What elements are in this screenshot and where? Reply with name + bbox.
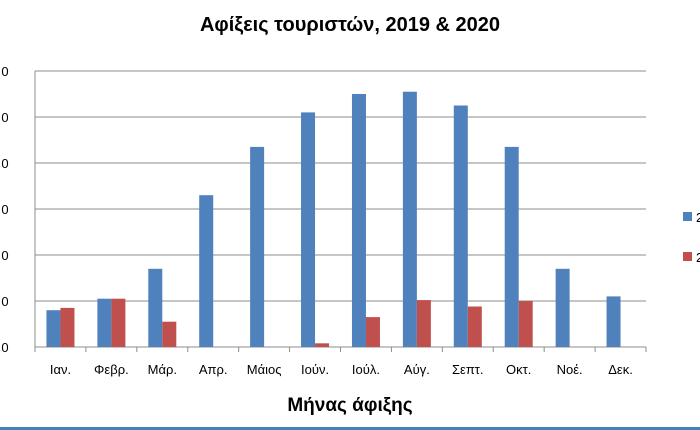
chart-title: Αφίξεις τουριστών, 2019 & 2020 — [199, 14, 501, 36]
x-tick-label: Απρ. — [199, 362, 228, 377]
bar — [402, 91, 417, 347]
y-tick-label: 0 — [1, 294, 8, 309]
bar — [504, 146, 519, 347]
x-tick-label: Φεβρ. — [94, 362, 129, 377]
bar — [60, 307, 75, 347]
bar — [467, 306, 482, 347]
bar — [111, 298, 126, 347]
bar — [365, 317, 380, 347]
legend-swatch — [683, 252, 692, 261]
x-tick-label: Ιούν. — [301, 362, 329, 377]
x-tick-label: Μάιος — [247, 362, 282, 377]
x-tick-label: Αύγ. — [404, 362, 430, 377]
legend-label: 2 — [696, 250, 700, 265]
bar — [199, 195, 214, 347]
x-axis-title: Μήνας άφιξης — [287, 395, 413, 416]
x-tick-label: Ιαν. — [50, 362, 71, 377]
legend-swatch — [683, 212, 692, 221]
bar — [453, 105, 468, 347]
y-tick-label: 0 — [1, 248, 8, 263]
bar — [555, 268, 570, 347]
bar — [148, 268, 163, 347]
y-tick-label: 0 — [1, 64, 8, 79]
y-tick-label: 0 — [1, 110, 8, 125]
bar — [46, 310, 61, 347]
bar — [301, 112, 316, 348]
x-tick-label: Νοέ. — [557, 362, 583, 377]
bottom-border — [0, 427, 700, 430]
y-tick-label: 0 — [1, 340, 8, 355]
y-tick-label: 0 — [1, 202, 8, 217]
x-tick-label: Δεκ. — [608, 362, 633, 377]
bar — [518, 301, 533, 347]
bar — [162, 321, 177, 347]
bar — [250, 146, 265, 347]
bar — [416, 300, 431, 347]
x-tick-label: Οκτ. — [506, 362, 531, 377]
bar — [97, 298, 112, 347]
x-tick-label: Μάρ. — [148, 362, 177, 377]
x-tick-label: Ιούλ. — [352, 362, 380, 377]
x-tick-label: Σεπτ. — [452, 362, 484, 377]
bar — [315, 343, 330, 347]
bar — [351, 94, 366, 347]
bar — [606, 296, 621, 347]
y-tick-label: 0 — [1, 156, 8, 171]
legend-label: 2 — [696, 210, 700, 225]
